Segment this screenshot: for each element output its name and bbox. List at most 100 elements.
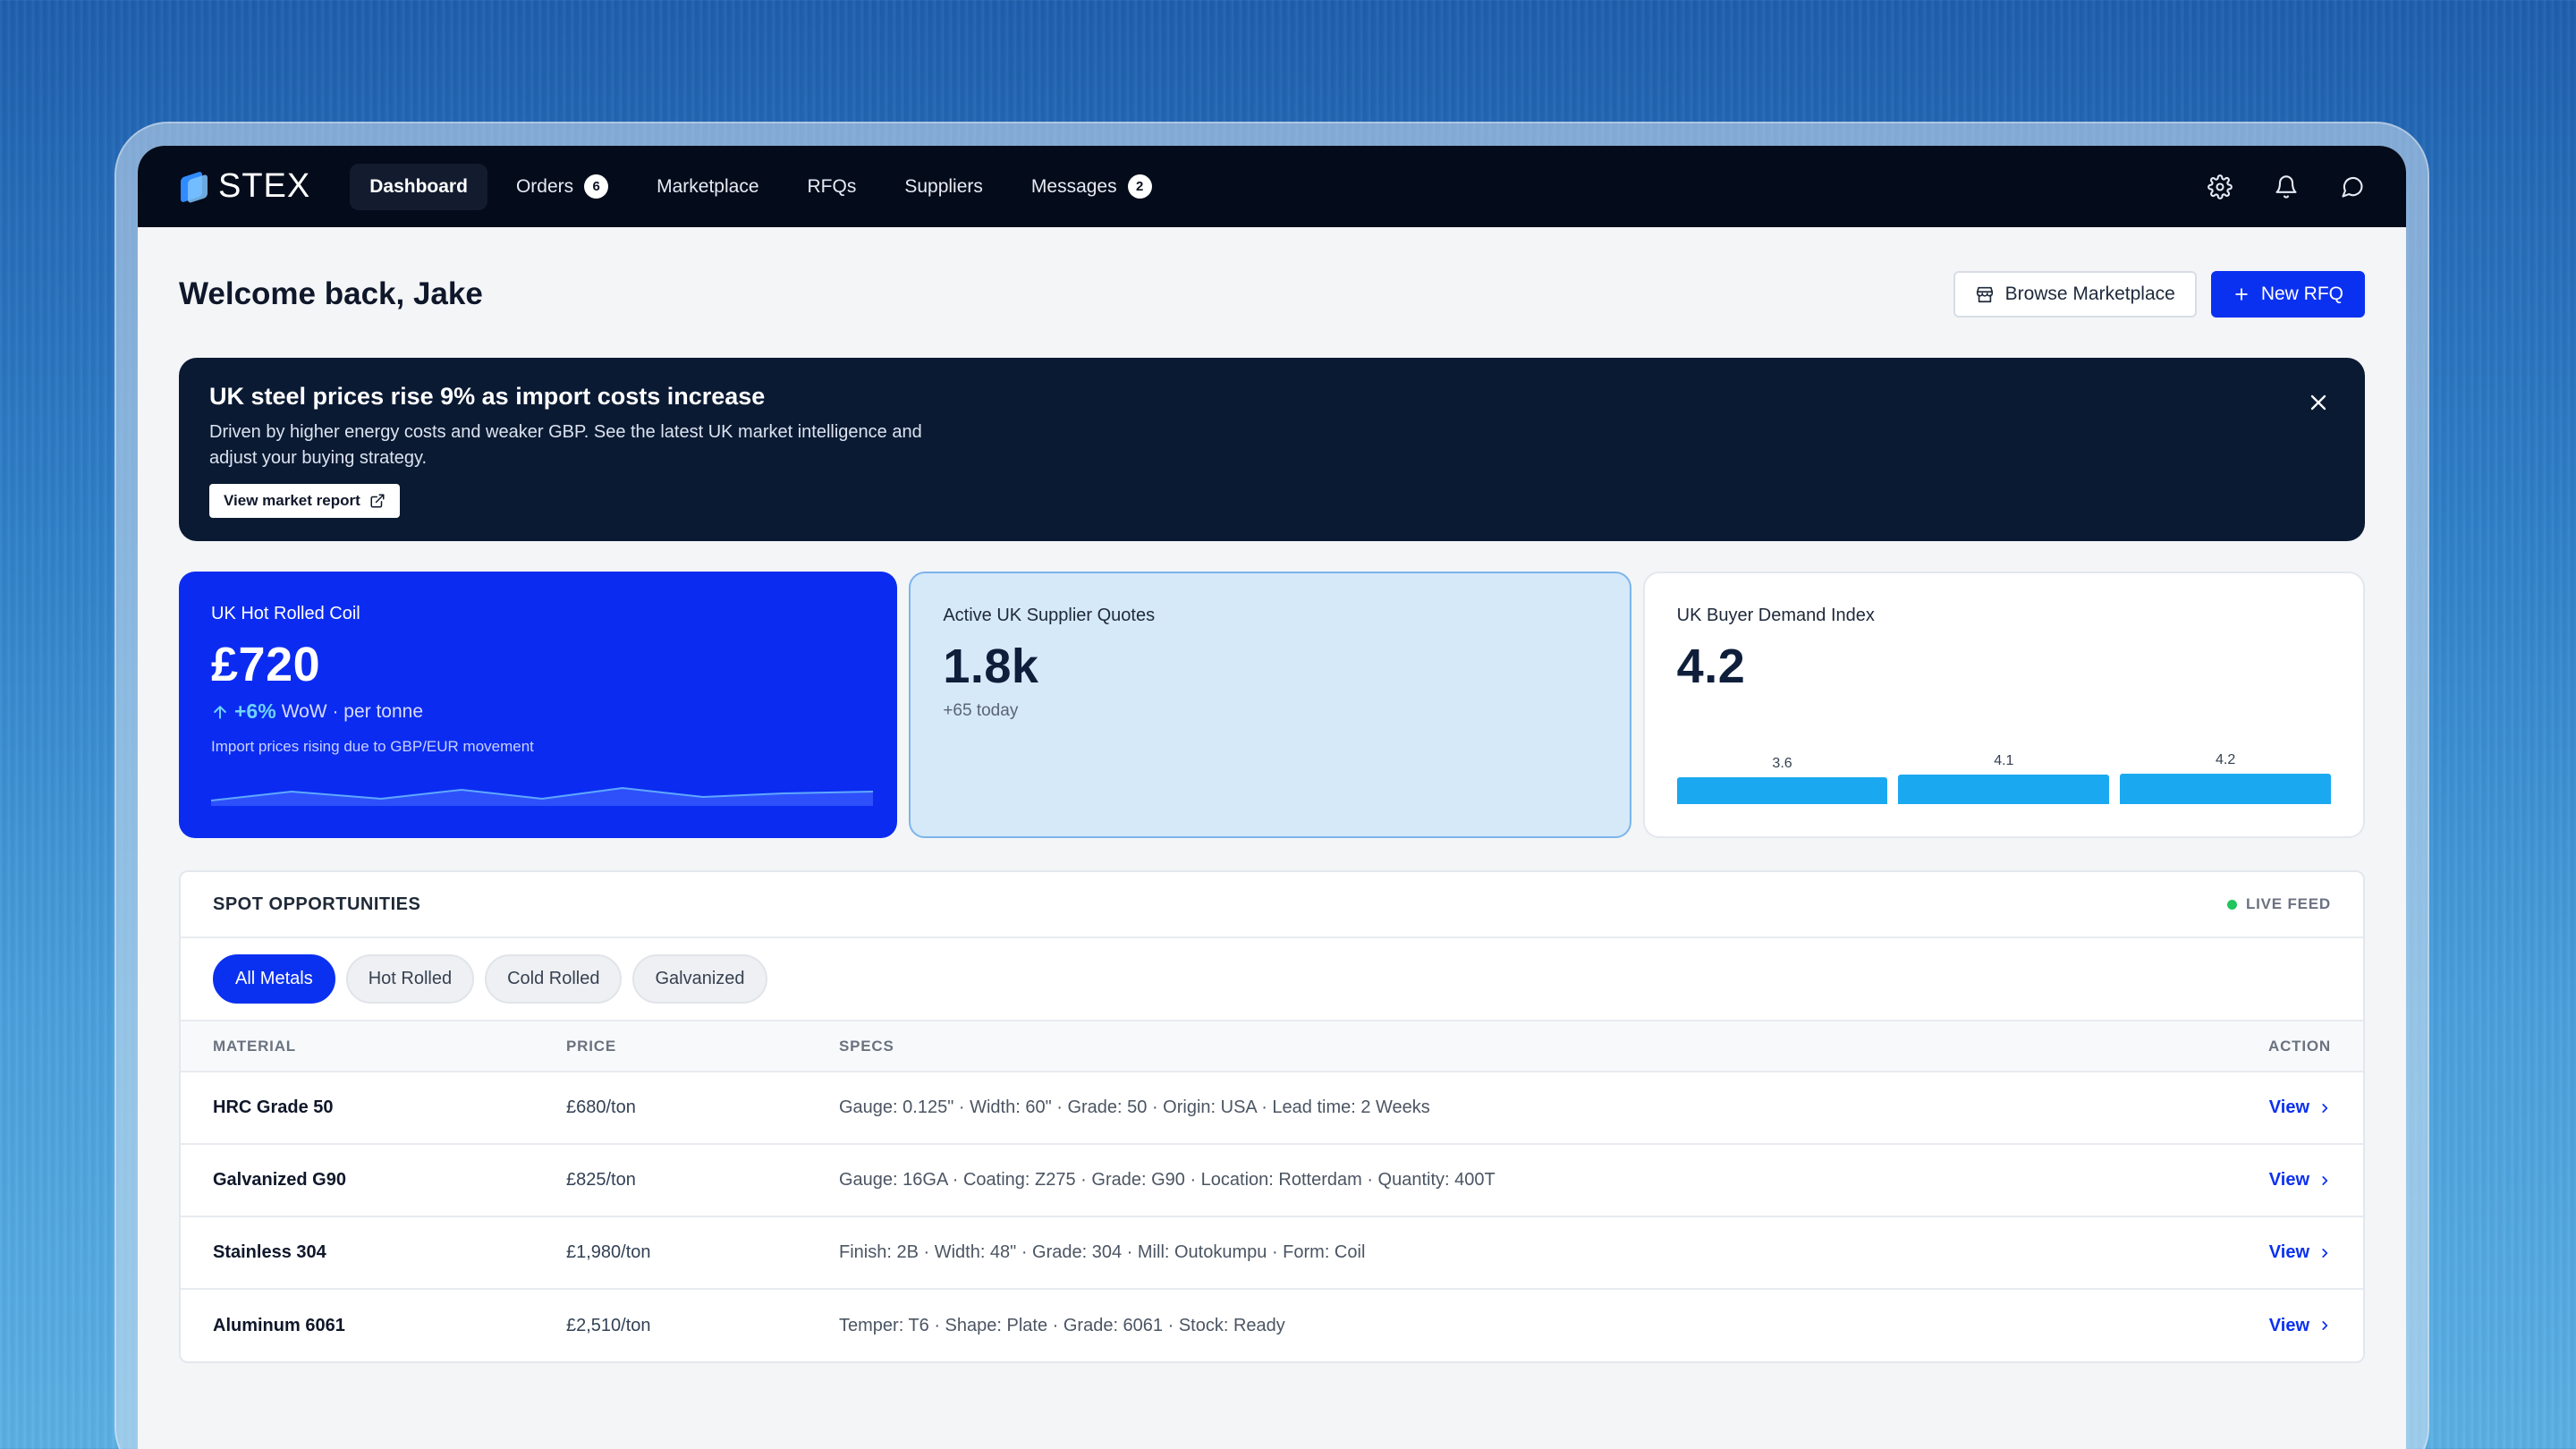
- table-row[interactable]: Stainless 304 £1,980/ton Finish: 2B · Wi…: [181, 1216, 2363, 1290]
- table-row[interactable]: Aluminum 6061 £2,510/ton Temper: T6 · Sh…: [181, 1289, 2363, 1361]
- view-button[interactable]: View: [2269, 1242, 2331, 1263]
- app-screen: STEX Dashboard Orders 6 Marketplace RFQs…: [138, 146, 2406, 1449]
- demand-bar: [2120, 774, 2331, 804]
- card-label: Active UK Supplier Quotes: [943, 606, 1156, 625]
- demand-bar: [1676, 777, 1888, 804]
- messages-count-badge: 2: [1127, 174, 1152, 199]
- browse-marketplace-button[interactable]: Browse Marketplace: [1953, 271, 2197, 318]
- spot-opportunities-panel: SPOT OPPORTUNITIES LIVE FEED All Metals …: [179, 870, 2365, 1363]
- action-cell: View: [2130, 1216, 2363, 1290]
- page-content: Welcome back, Jake Browse Marketplace Ne…: [138, 227, 2406, 1363]
- view-button[interactable]: View: [2269, 1170, 2331, 1191]
- specs-cell: Finish: 2B · Width: 48" · Grade: 304 · M…: [807, 1216, 2131, 1290]
- price-cell: £1,980/ton: [534, 1216, 807, 1290]
- view-button[interactable]: View: [2269, 1316, 2331, 1336]
- bell-icon[interactable]: [2274, 174, 2299, 199]
- nav-actions: [2207, 174, 2365, 199]
- view-market-report-label: View market report: [224, 492, 360, 509]
- top-navbar: STEX Dashboard Orders 6 Marketplace RFQs…: [138, 146, 2406, 227]
- specs-cell: Gauge: 0.125" · Width: 60" · Grade: 50 ·…: [807, 1072, 2131, 1145]
- new-rfq-button[interactable]: New RFQ: [2210, 271, 2365, 318]
- specs-cell: Gauge: 16GA · Coating: Z275 · Grade: G90…: [807, 1144, 2131, 1217]
- store-icon: [1976, 286, 1993, 303]
- action-cell: View: [2130, 1144, 2363, 1217]
- column-header-material[interactable]: MATERIAL: [181, 1021, 534, 1072]
- price-sparkline: [211, 786, 873, 806]
- material-cell: Stainless 304: [181, 1216, 534, 1290]
- hrc-price-card[interactable]: UK Hot Rolled Coil £720 +6% WoW · per to…: [179, 572, 898, 838]
- section-title: SPOT OPPORTUNITIES: [213, 894, 421, 914]
- filter-cold-rolled[interactable]: Cold Rolled: [485, 954, 623, 1004]
- live-feed-indicator: LIVE FEED: [2226, 895, 2331, 913]
- demand-bar-column: 4.2: [2120, 750, 2331, 804]
- view-button[interactable]: View: [2269, 1097, 2331, 1118]
- chevron-right-icon: [2322, 1103, 2328, 1113]
- nav-item-label: RFQs: [807, 175, 857, 197]
- table-header-row: MATERIAL PRICE SPECS ACTION: [181, 1021, 2363, 1072]
- chat-icon[interactable]: [2340, 174, 2365, 199]
- material-cell: Galvanized G90: [181, 1144, 534, 1217]
- demand-bar-label: 4.1: [1994, 753, 2014, 768]
- banner-text: Driven by higher energy costs and weaker…: [209, 422, 922, 468]
- view-label: View: [2268, 1170, 2309, 1190]
- card-value: £720: [211, 638, 321, 691]
- column-header-action: ACTION: [2130, 1021, 2363, 1072]
- card-value: 1.8k: [943, 640, 1039, 693]
- action-cell: View: [2130, 1289, 2363, 1361]
- view-label: View: [2268, 1315, 2309, 1335]
- banner-title: UK steel prices rise 9% as import costs …: [209, 383, 766, 410]
- supplier-quotes-card[interactable]: Active UK Supplier Quotes 1.8k +65 today: [909, 572, 1631, 838]
- card-label: UK Buyer Demand Index: [1676, 606, 1875, 625]
- demand-index-card[interactable]: UK Buyer Demand Index 4.2 3.6 4.1 4.2: [1642, 572, 2365, 838]
- nav-item-suppliers[interactable]: Suppliers: [885, 164, 1003, 210]
- card-note: Import prices rising due to GBP/EUR move…: [211, 738, 534, 755]
- table-row[interactable]: HRC Grade 50 £680/ton Gauge: 0.125" · Wi…: [181, 1072, 2363, 1145]
- header-actions: Browse Marketplace New RFQ: [1953, 271, 2365, 318]
- column-header-price[interactable]: PRICE: [534, 1021, 807, 1072]
- plus-icon: [2235, 288, 2248, 301]
- page-header: Welcome back, Jake Browse Marketplace Ne…: [179, 227, 2365, 358]
- stat-cards: UK Hot Rolled Coil £720 +6% WoW · per to…: [179, 572, 2365, 838]
- nav-item-rfqs[interactable]: RFQs: [788, 164, 877, 210]
- filter-chips: All Metals Hot Rolled Cold Rolled Galvan…: [181, 938, 2363, 1021]
- page-title: Welcome back, Jake: [179, 276, 483, 311]
- table-row[interactable]: Galvanized G90 £825/ton Gauge: 16GA · Co…: [181, 1144, 2363, 1217]
- filter-galvanized[interactable]: Galvanized: [632, 954, 767, 1004]
- price-cell: £825/ton: [534, 1144, 807, 1217]
- demand-bar-chart: 3.6 4.1 4.2: [1676, 750, 2331, 804]
- filter-all-metals[interactable]: All Metals: [213, 954, 335, 1004]
- gear-icon[interactable]: [2207, 174, 2233, 199]
- nav-item-orders[interactable]: Orders 6: [496, 162, 628, 211]
- external-link-icon: [370, 494, 385, 508]
- demand-bar: [1898, 775, 2110, 804]
- chevron-right-icon: [2322, 1321, 2328, 1330]
- nav-item-messages[interactable]: Messages 2: [1012, 162, 1172, 211]
- price-cell: £680/ton: [534, 1072, 807, 1145]
- nav-item-marketplace[interactable]: Marketplace: [637, 164, 778, 210]
- arrow-up-icon: [214, 705, 226, 719]
- nav-item-label: Orders: [515, 175, 574, 197]
- filter-hot-rolled[interactable]: Hot Rolled: [345, 954, 475, 1004]
- browse-marketplace-label: Browse Marketplace: [2004, 284, 2175, 304]
- view-market-report-button[interactable]: View market report: [209, 484, 400, 518]
- nav-item-dashboard[interactable]: Dashboard: [350, 163, 487, 210]
- market-alert-banner: UK steel prices rise 9% as import costs …: [179, 358, 2365, 541]
- spot-header: SPOT OPPORTUNITIES LIVE FEED: [181, 872, 2363, 938]
- demand-bar-label: 3.6: [1772, 756, 1792, 771]
- opportunities-table: MATERIAL PRICE SPECS ACTION HRC Grade 50…: [181, 1021, 2363, 1361]
- price-change: +6% WoW · per tonne: [211, 699, 865, 724]
- demand-bar-label: 4.2: [2215, 752, 2236, 767]
- live-dot-icon: [2226, 899, 2237, 910]
- material-cell: Aluminum 6061: [213, 1315, 345, 1335]
- nav-item-label: Messages: [1030, 175, 1117, 197]
- nav-item-label: Dashboard: [369, 175, 468, 197]
- nav-menu: Dashboard Orders 6 Marketplace RFQs Supp…: [350, 162, 1171, 211]
- close-icon[interactable]: [2306, 390, 2331, 415]
- column-header-specs[interactable]: SPECS: [807, 1021, 2131, 1072]
- material-cell: HRC Grade 50: [181, 1072, 534, 1145]
- logo[interactable]: STEX: [179, 167, 310, 206]
- logo-icon: [179, 170, 209, 204]
- view-label: View: [2268, 1242, 2309, 1262]
- nav-item-label: Marketplace: [657, 175, 759, 197]
- nav-item-label: Suppliers: [904, 175, 983, 197]
